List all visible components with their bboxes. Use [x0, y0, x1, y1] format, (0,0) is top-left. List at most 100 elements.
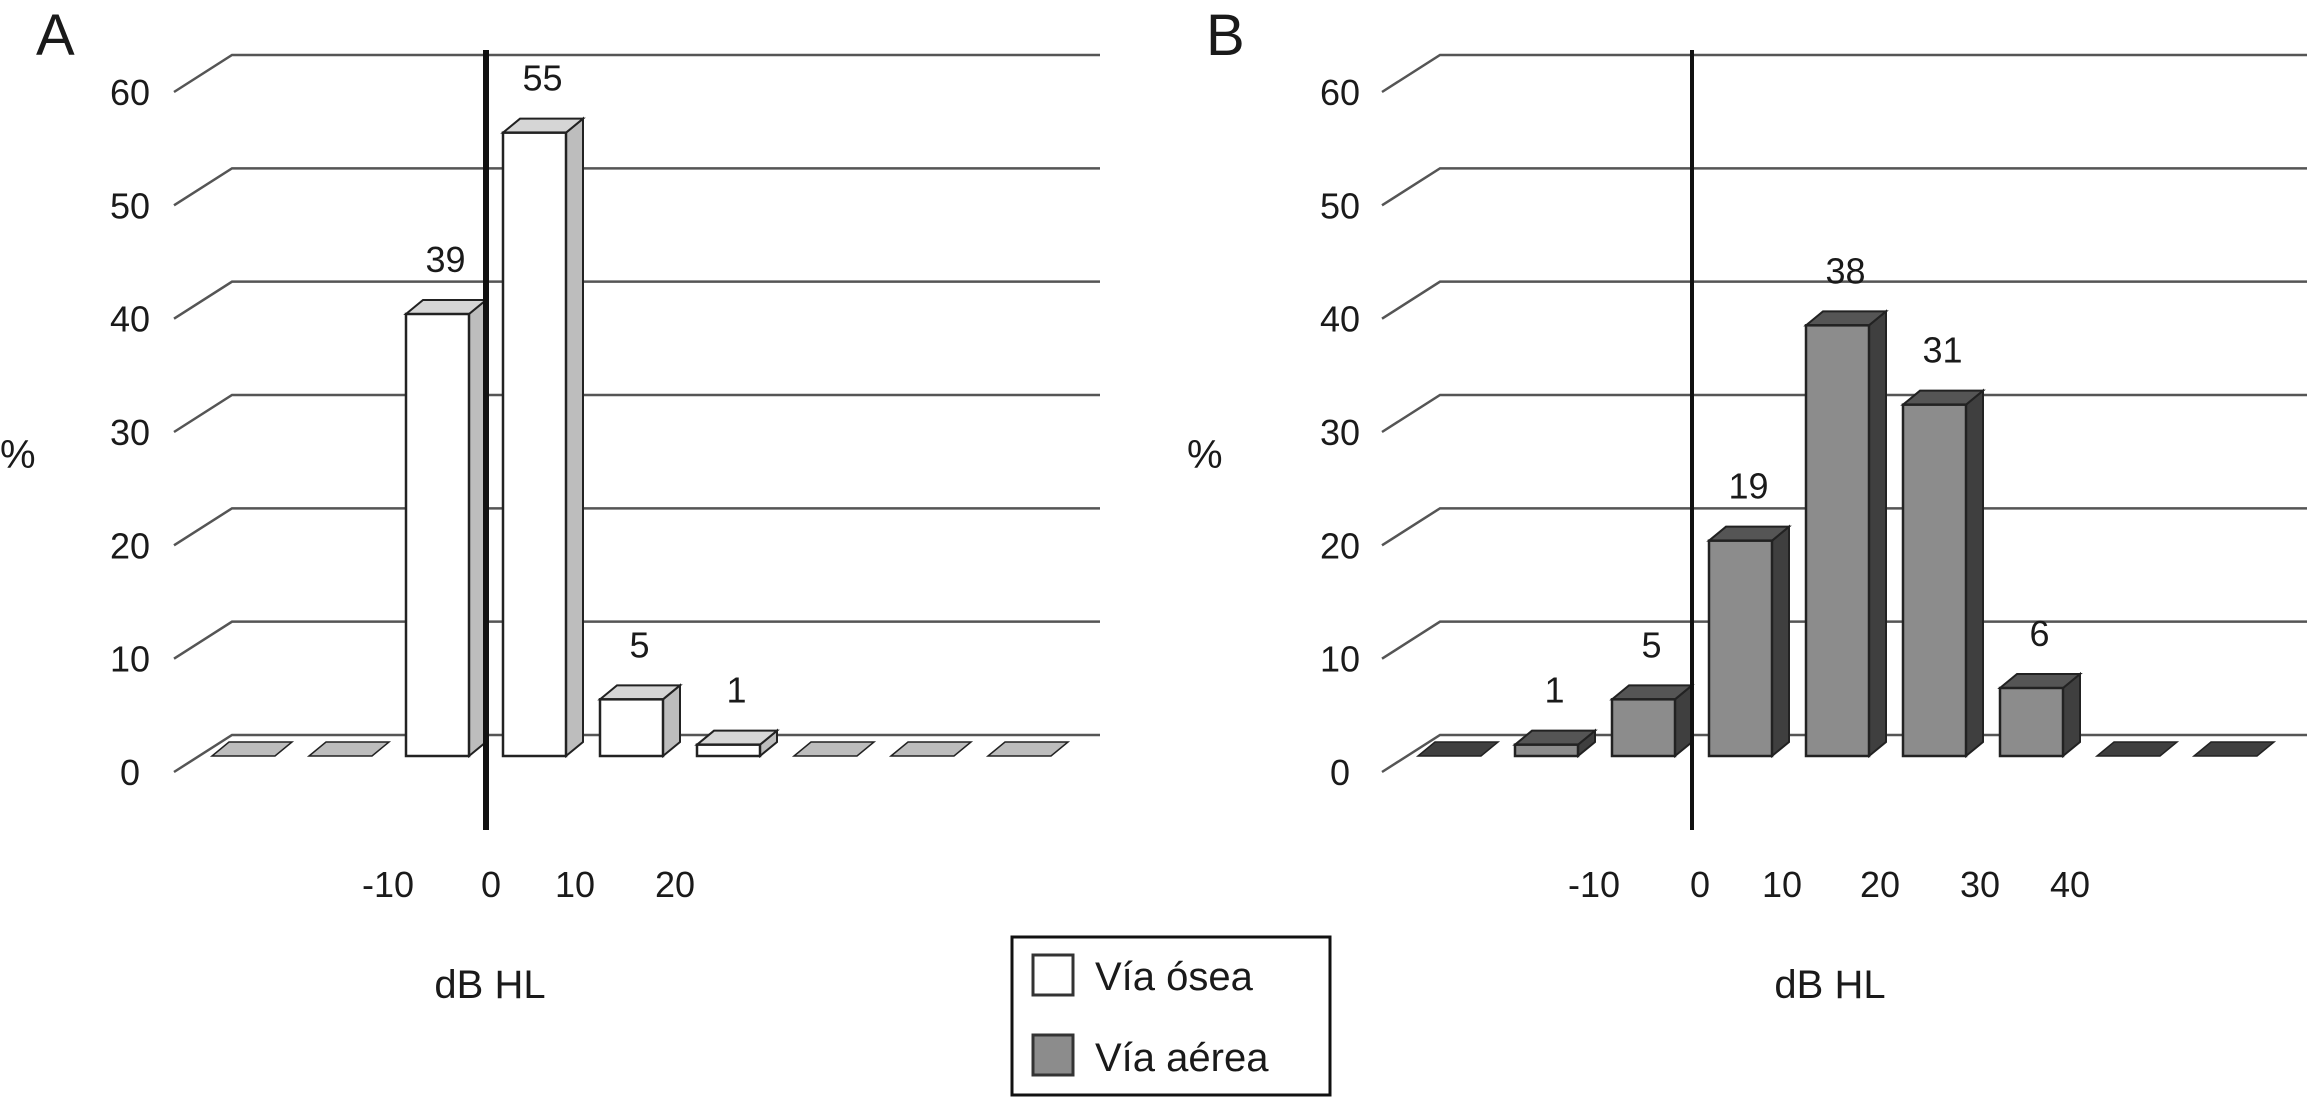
bar-side: [565, 116, 584, 759]
bar-value-label: 39: [425, 239, 465, 280]
bar: [694, 728, 780, 759]
bar-floor-tile: [209, 741, 295, 757]
bar: [597, 683, 683, 759]
legend-swatch-air: [1031, 1033, 1075, 1077]
bar: [500, 116, 586, 759]
bar-floor-tile: [2191, 741, 2277, 757]
bar: [1609, 683, 1695, 759]
gridline: [173, 393, 1100, 434]
bar-front: [1901, 403, 1968, 758]
x-tick-label: 0: [481, 864, 501, 905]
y-tick-label: 0: [120, 752, 140, 793]
bar-side: [1965, 388, 1984, 759]
bar: [1512, 728, 1598, 759]
gridline: [173, 620, 1100, 660]
y-ticks-a: 0 10 20 30 40 50 60: [110, 72, 150, 793]
gridline: [173, 53, 1100, 94]
legend-label-bone: Vía ósea: [1095, 955, 1254, 999]
plot-area-b: 0 10 20 30 40 50 60 1 5 19 38 31 6 -10 0 10 20 30 40: [1320, 50, 2307, 905]
y-tick-label: 20: [1320, 525, 1360, 566]
bar-floor-tile: [1415, 741, 1501, 757]
y-axis-title-a: %: [0, 433, 36, 477]
y-tick-label: 0: [1330, 752, 1350, 793]
x-tick-label: -10: [1568, 864, 1620, 905]
bar: [1706, 524, 1792, 759]
y-tick-label: 50: [110, 185, 150, 226]
bar-value-label: 19: [1728, 466, 1768, 507]
bar: [209, 741, 295, 757]
x-axis-title-a: dB HL: [434, 963, 545, 1007]
panel-b: B % 0 10 20 30 40 50 60 1 5 19 38 31 6 -10 0 10 20 30 40 d…: [1187, 3, 2307, 1007]
gridline: [1381, 507, 2307, 547]
bar: [1415, 741, 1501, 757]
y-ticks-b: 0 10 20 30 40 50 60: [1320, 72, 1360, 793]
bar-front: [1610, 698, 1677, 758]
gridline: [173, 167, 1100, 207]
legend-label-air: Vía aérea: [1095, 1036, 1269, 1080]
bar: [1900, 388, 1986, 759]
y-tick-label: 60: [1320, 72, 1360, 113]
gridline: [173, 507, 1100, 547]
bar: [791, 741, 877, 757]
bar-value-label: 38: [1825, 250, 1865, 291]
gridlines-a: [173, 53, 1100, 774]
bar-floor-tile: [985, 741, 1071, 757]
bar: [1997, 671, 2083, 759]
gridline: [1381, 167, 2307, 207]
bar-floor-tile: [791, 741, 877, 757]
x-tick-label: 10: [555, 864, 595, 905]
gridline: [173, 733, 1100, 774]
bar: [306, 741, 392, 757]
x-tick-label: 20: [1860, 864, 1900, 905]
bar-side: [1771, 524, 1790, 759]
gridline: [173, 280, 1100, 320]
gridline: [1381, 53, 2307, 94]
x-tick-label: 30: [1960, 864, 2000, 905]
x-tick-label: 20: [655, 864, 695, 905]
y-tick-label: 20: [110, 525, 150, 566]
y-tick-label: 10: [1320, 639, 1360, 680]
bar-front: [1998, 686, 2065, 758]
gridline: [1381, 393, 2307, 434]
y-tick-label: 40: [110, 299, 150, 340]
bar-front: [695, 743, 762, 758]
bar-front: [1707, 539, 1774, 758]
bar: [888, 741, 974, 757]
y-tick-label: 30: [110, 412, 150, 453]
y-tick-label: 10: [110, 639, 150, 680]
legend-item-air: Vía aérea: [1031, 1033, 1269, 1080]
legend-swatch-bone: [1031, 953, 1075, 997]
bars-b: 1 5 19 38 31 6: [1415, 250, 2277, 759]
bar-front: [1804, 324, 1871, 758]
x-tick-label: 0: [1690, 864, 1710, 905]
legend: Vía ósea Vía aérea: [1010, 935, 1332, 1097]
bar-side: [1868, 309, 1887, 759]
x-axis-title-b: dB HL: [1774, 963, 1885, 1007]
x-tick-label: 10: [1762, 864, 1802, 905]
bar: [2094, 741, 2180, 757]
bar-value-label: 5: [629, 624, 649, 665]
y-tick-label: 40: [1320, 299, 1360, 340]
bar-floor-tile: [888, 741, 974, 757]
bar: [985, 741, 1071, 757]
bar-value-label: 31: [1922, 330, 1962, 371]
y-tick-label: 50: [1320, 185, 1360, 226]
bar-front: [501, 131, 568, 758]
x-ticks-a: -10 0 10 20: [362, 864, 695, 905]
bar-value-label: 5: [1641, 624, 1661, 665]
legend-item-bone: Vía ósea: [1031, 953, 1254, 999]
bar: [2191, 741, 2277, 757]
bar-value-label: 55: [522, 58, 562, 99]
y-tick-label: 60: [110, 72, 150, 113]
x-tick-label: -10: [362, 864, 414, 905]
bar-floor-tile: [2094, 741, 2180, 757]
x-tick-label: 40: [2050, 864, 2090, 905]
gridline: [1381, 620, 2307, 660]
bar-value-label: 6: [2029, 613, 2049, 654]
y-tick-label: 30: [1320, 412, 1360, 453]
panel-label-a: A: [36, 3, 75, 68]
